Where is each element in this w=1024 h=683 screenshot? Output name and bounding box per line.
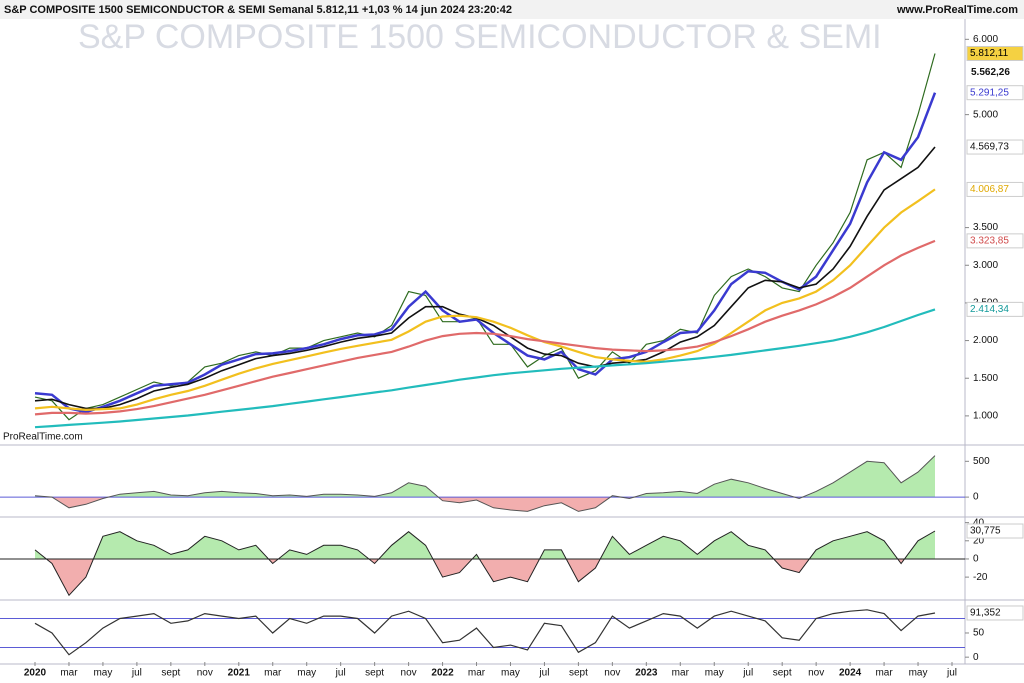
annotation-label: 5.562,26 [971,67,1010,78]
y-tick-label: 20 [973,535,985,546]
x-tick-label: mar [672,668,690,679]
line-series [34,188,936,412]
x-tick-label: nov [197,668,213,679]
x-tick-label: mar [468,668,486,679]
value-label: 5.812,11 [970,48,1009,59]
annotation-box [967,65,1019,80]
x-tick-label: sept [569,668,588,679]
header-site: www.ProRealTime.com [896,4,1018,16]
y-tick-label: 3.000 [973,260,998,271]
value-label-box [966,45,1024,61]
x-tick-label: 2023 [635,668,658,679]
header-bar [0,0,1024,19]
value-label: 3.323,85 [970,236,1009,247]
x-tick-label: may [501,668,520,679]
x-tick-label: may [909,668,928,679]
x-tick-label: may [705,668,724,679]
x-tick-label: sept [161,668,180,679]
y-tick-label: 500 [973,456,990,467]
value-label: 30,775 [970,526,1001,537]
x-tick-label: 2024 [839,668,862,679]
x-tick-label: mar [875,668,893,679]
line-series [34,308,936,429]
line-series [34,92,937,414]
y-tick-label: 1.000 [973,411,998,422]
value-label-box [966,233,1024,249]
value-label: 4.006,87 [970,184,1009,195]
x-tick-label: jul [131,668,142,679]
x-tick-label: mar [264,668,282,679]
y-tick-label: 0 [973,554,979,565]
x-tick-label: 2022 [431,668,454,679]
x-tick-label: sept [773,668,792,679]
watermark: S&P COMPOSITE 1500 SEMICONDUCTOR & SEMI [78,18,882,56]
x-tick-label: may [93,668,112,679]
value-label-box [966,85,1024,101]
y-tick-label: 3.500 [973,222,998,233]
x-tick-label: may [297,668,316,679]
line-series [34,146,936,410]
y-tick-label: 40 [973,517,985,528]
value-label-box [966,139,1024,155]
credit: ProRealTime.com [3,432,83,443]
line-series [34,239,936,416]
line-series [34,455,936,512]
value-label-box [966,181,1024,197]
x-tick-label: jul [538,668,549,679]
line-series [34,530,936,597]
x-tick-label: 2021 [228,668,251,679]
x-tick-label: jul [742,668,753,679]
y-tick-label: 6.000 [973,34,998,45]
value-label-box [966,301,1024,317]
value-label-box [966,605,1024,621]
y-tick-label: 0 [973,652,979,663]
y-tick-label: -20 [973,572,988,583]
x-tick-label: jul [335,668,346,679]
area-fill [35,531,935,559]
header-title: S&P COMPOSITE 1500 SEMICONDUCTOR & SEMI … [4,4,512,16]
y-tick-label: 0 [973,492,979,503]
y-tick-label: 1.500 [973,373,998,384]
y-tick-label: 2.000 [973,335,998,346]
x-tick-label: nov [604,668,620,679]
x-tick-label: jul [946,668,957,679]
value-label: 2.414,34 [970,304,1009,315]
value-label: 91,352 [970,608,1001,619]
y-tick-label: 50 [973,628,985,639]
x-tick-label: 2020 [24,668,47,679]
x-tick-label: nov [401,668,417,679]
value-label: 4.569,73 [970,142,1009,153]
y-tick-label: 5.000 [973,109,998,120]
value-label: 5.291,25 [970,87,1009,98]
x-tick-label: sept [365,668,384,679]
x-tick-label: mar [60,668,78,679]
line-series [34,53,936,421]
x-tick-label: nov [808,668,824,679]
area-fill [52,497,803,512]
area-fill [46,558,905,596]
line-series [34,609,936,656]
value-label-box [966,523,1024,539]
